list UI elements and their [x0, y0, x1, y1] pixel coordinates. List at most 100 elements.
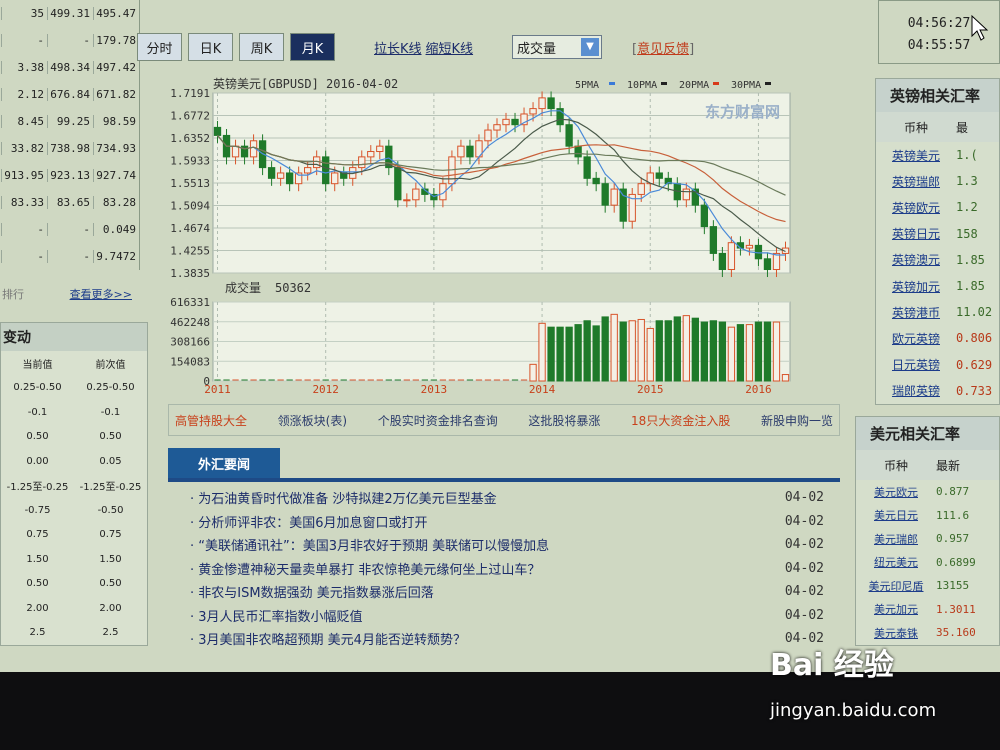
table-row: - -9.7472 — [0, 243, 139, 270]
volume-bar — [574, 324, 582, 382]
currency-pair-link[interactable]: 美元瑞郎 — [874, 532, 918, 546]
volume-bar — [565, 326, 573, 382]
news-item[interactable]: · 为石油黄昏时代做准备 沙特拟建2万亿美元巨型基金 04-02 — [190, 490, 824, 508]
volume-tick-label: 0 — [203, 375, 210, 388]
rate-value: 0.629 — [956, 357, 993, 372]
rate-value: 111.6 — [936, 508, 970, 522]
currency-pair-link[interactable]: 美元印尼盾 — [868, 579, 924, 593]
currency-pair-link[interactable]: 瑞郎英镑 — [891, 384, 940, 399]
candle — [376, 145, 384, 153]
table-row: 35 499.31 495.47 — [0, 0, 139, 27]
promo-link[interactable]: 18只大资金注入股 — [631, 413, 731, 428]
volume-bar — [655, 320, 663, 382]
shrink-kline-link[interactable]: 缩短K线 — [425, 42, 474, 57]
kline-chart[interactable]: 1.7191 1.6772 1.6352 1.5933 1.5513 1.5094 1.46… — [160, 72, 800, 397]
candle — [466, 145, 474, 158]
currency-pair-link[interactable]: 英镑欧元 — [891, 200, 940, 215]
news-item[interactable]: · 3月人民币汇率指数小幅贬值 04-02 — [190, 607, 824, 625]
volume-label: 成交量 — [225, 280, 261, 295]
cell: 2.5 — [29, 627, 46, 639]
col-header: 币种 — [883, 458, 908, 473]
promo-link[interactable]: 领涨板块(表) — [277, 413, 348, 428]
news-title[interactable]: 为石油黄昏时代做准备 沙特拟建2万亿美元巨型基金 — [198, 492, 497, 508]
candle — [610, 188, 618, 206]
cell: 0.05 — [99, 455, 122, 467]
rate-row: 瑞郎英镑 0.733 — [876, 378, 999, 404]
candle — [727, 242, 736, 271]
promo-link[interactable]: 新股申购一览 — [760, 413, 833, 428]
currency-pair-link[interactable]: 英镑加元 — [891, 279, 940, 294]
chevron-down-icon[interactable]: ▼ — [581, 38, 599, 56]
currency-pair-link[interactable]: 欧元英镑 — [891, 331, 940, 346]
candle — [709, 226, 718, 254]
y-tick-label: 1.5933 — [170, 155, 210, 168]
candle — [385, 145, 393, 169]
news-item[interactable]: · 3月美国非农略超预期 美元4月能否逆转颓势？ 04-02 — [190, 631, 824, 649]
currency-pair-link[interactable]: 美元日元 — [874, 509, 918, 523]
currency-pair-link[interactable]: 英镑瑞郎 — [891, 174, 940, 189]
news-date: 04-02 — [784, 607, 824, 623]
candle — [628, 193, 636, 222]
indicator-select[interactable]: 成交量 ▼ — [512, 35, 602, 59]
ma30-line — [217, 135, 786, 196]
currency-pair-link[interactable]: 美元泰铢 — [874, 626, 918, 640]
promo-link[interactable]: 高管持股大全 — [175, 413, 248, 428]
tab-period[interactable]: 月K — [290, 33, 335, 61]
currency-pair-link[interactable]: 英镑澳元 — [891, 253, 940, 268]
time-previous: 04:55:57 — [907, 38, 971, 53]
rate-row: 英镑欧元 1.2 — [876, 194, 999, 220]
monitor-bezel — [0, 672, 1000, 750]
view-more-link[interactable]: 查看更多>> — [69, 288, 132, 301]
tab-period[interactable]: 分时 — [137, 33, 182, 61]
news-title[interactable]: 分析师评非农：美国6月加息窗口或打开 — [198, 515, 428, 531]
news-item[interactable]: · “美联储通讯社”：美国3月非农好于预期 美联储可以慢慢加息 04-02 — [190, 537, 824, 555]
table-row: 0.50 0.50 — [1, 572, 147, 597]
y-tick-label: 1.4255 — [170, 245, 210, 258]
cell: 35 — [1, 7, 47, 20]
candle — [439, 183, 447, 201]
news-item[interactable]: · 黄金惨遭神秘天量卖单暴打 非农惊艳美元缘何坐上过山车？ 04-02 — [190, 560, 824, 578]
candle — [556, 108, 564, 126]
currency-pair-link[interactable]: 纽元美元 — [874, 556, 918, 570]
volume-bar — [664, 320, 672, 382]
x-tick-label: 2013 — [421, 383, 448, 396]
currency-pair-link[interactable]: 美元加元 — [874, 603, 918, 617]
feedback-link[interactable]: 意见反馈 — [637, 42, 690, 57]
currency-pair-link[interactable]: 英镑美元 — [891, 148, 940, 163]
volume-bar — [646, 327, 654, 382]
currency-pair-link[interactable]: 英镑日元 — [891, 227, 940, 242]
currency-pair-link[interactable]: 英镑港币 — [891, 305, 940, 320]
cell: 0.75 — [99, 529, 122, 541]
news-title[interactable]: 非农与ISM数据强劲 美元指数暴涨后回落 — [198, 586, 434, 602]
news-title[interactable]: 3月美国非农略超预期 美元4月能否逆转颓势？ — [198, 633, 466, 649]
news-item[interactable]: · 分析师评非农：美国6月加息窗口或打开 04-02 — [190, 513, 824, 531]
cell: 498.34 — [47, 61, 93, 74]
promo-link[interactable]: 个股实时资金排名查询 — [377, 413, 498, 428]
x-tick-label: 2014 — [529, 383, 556, 396]
rate-value: 1.2 — [956, 200, 978, 215]
news-item[interactable]: · 非农与ISM数据强劲 美元指数暴涨后回落 04-02 — [190, 584, 824, 602]
volume-current: 50362 — [275, 281, 311, 295]
promo-link[interactable]: 这批股将暴涨 — [528, 413, 601, 428]
panel-title: 美元相关汇率 — [856, 417, 999, 450]
y-tick-label: 1.6352 — [170, 132, 210, 145]
tab-forex-news[interactable]: 外汇要闻 — [168, 448, 280, 478]
stretch-kline-link[interactable]: 拉长K线 — [374, 42, 422, 57]
candle — [763, 258, 772, 271]
candle — [619, 188, 627, 222]
candle — [682, 188, 690, 201]
news-title[interactable]: 3月人民币汇率指数小幅贬值 — [198, 609, 363, 625]
currency-pair-link[interactable]: 美元欧元 — [874, 485, 918, 499]
cell: 1.50 — [26, 553, 49, 565]
tab-period[interactable]: 日K — [188, 33, 233, 61]
candle — [457, 145, 465, 158]
legend-swatch — [661, 82, 667, 85]
tab-period[interactable]: 周K — [239, 33, 284, 61]
x-tick-label: 2015 — [637, 383, 664, 396]
news-title[interactable]: “美联储通讯社”：美国3月非农好于预期 美联储可以慢慢加息 — [198, 539, 550, 555]
candle — [691, 188, 699, 206]
currency-pair-link[interactable]: 日元英镑 — [891, 358, 940, 373]
news-title[interactable]: 黄金惨遭神秘天量卖单暴打 非农惊艳美元缘何坐上过山车？ — [198, 562, 541, 578]
rate-row: 美元加元 1.3011 — [856, 598, 999, 622]
panel-title: 变动 — [1, 323, 147, 351]
